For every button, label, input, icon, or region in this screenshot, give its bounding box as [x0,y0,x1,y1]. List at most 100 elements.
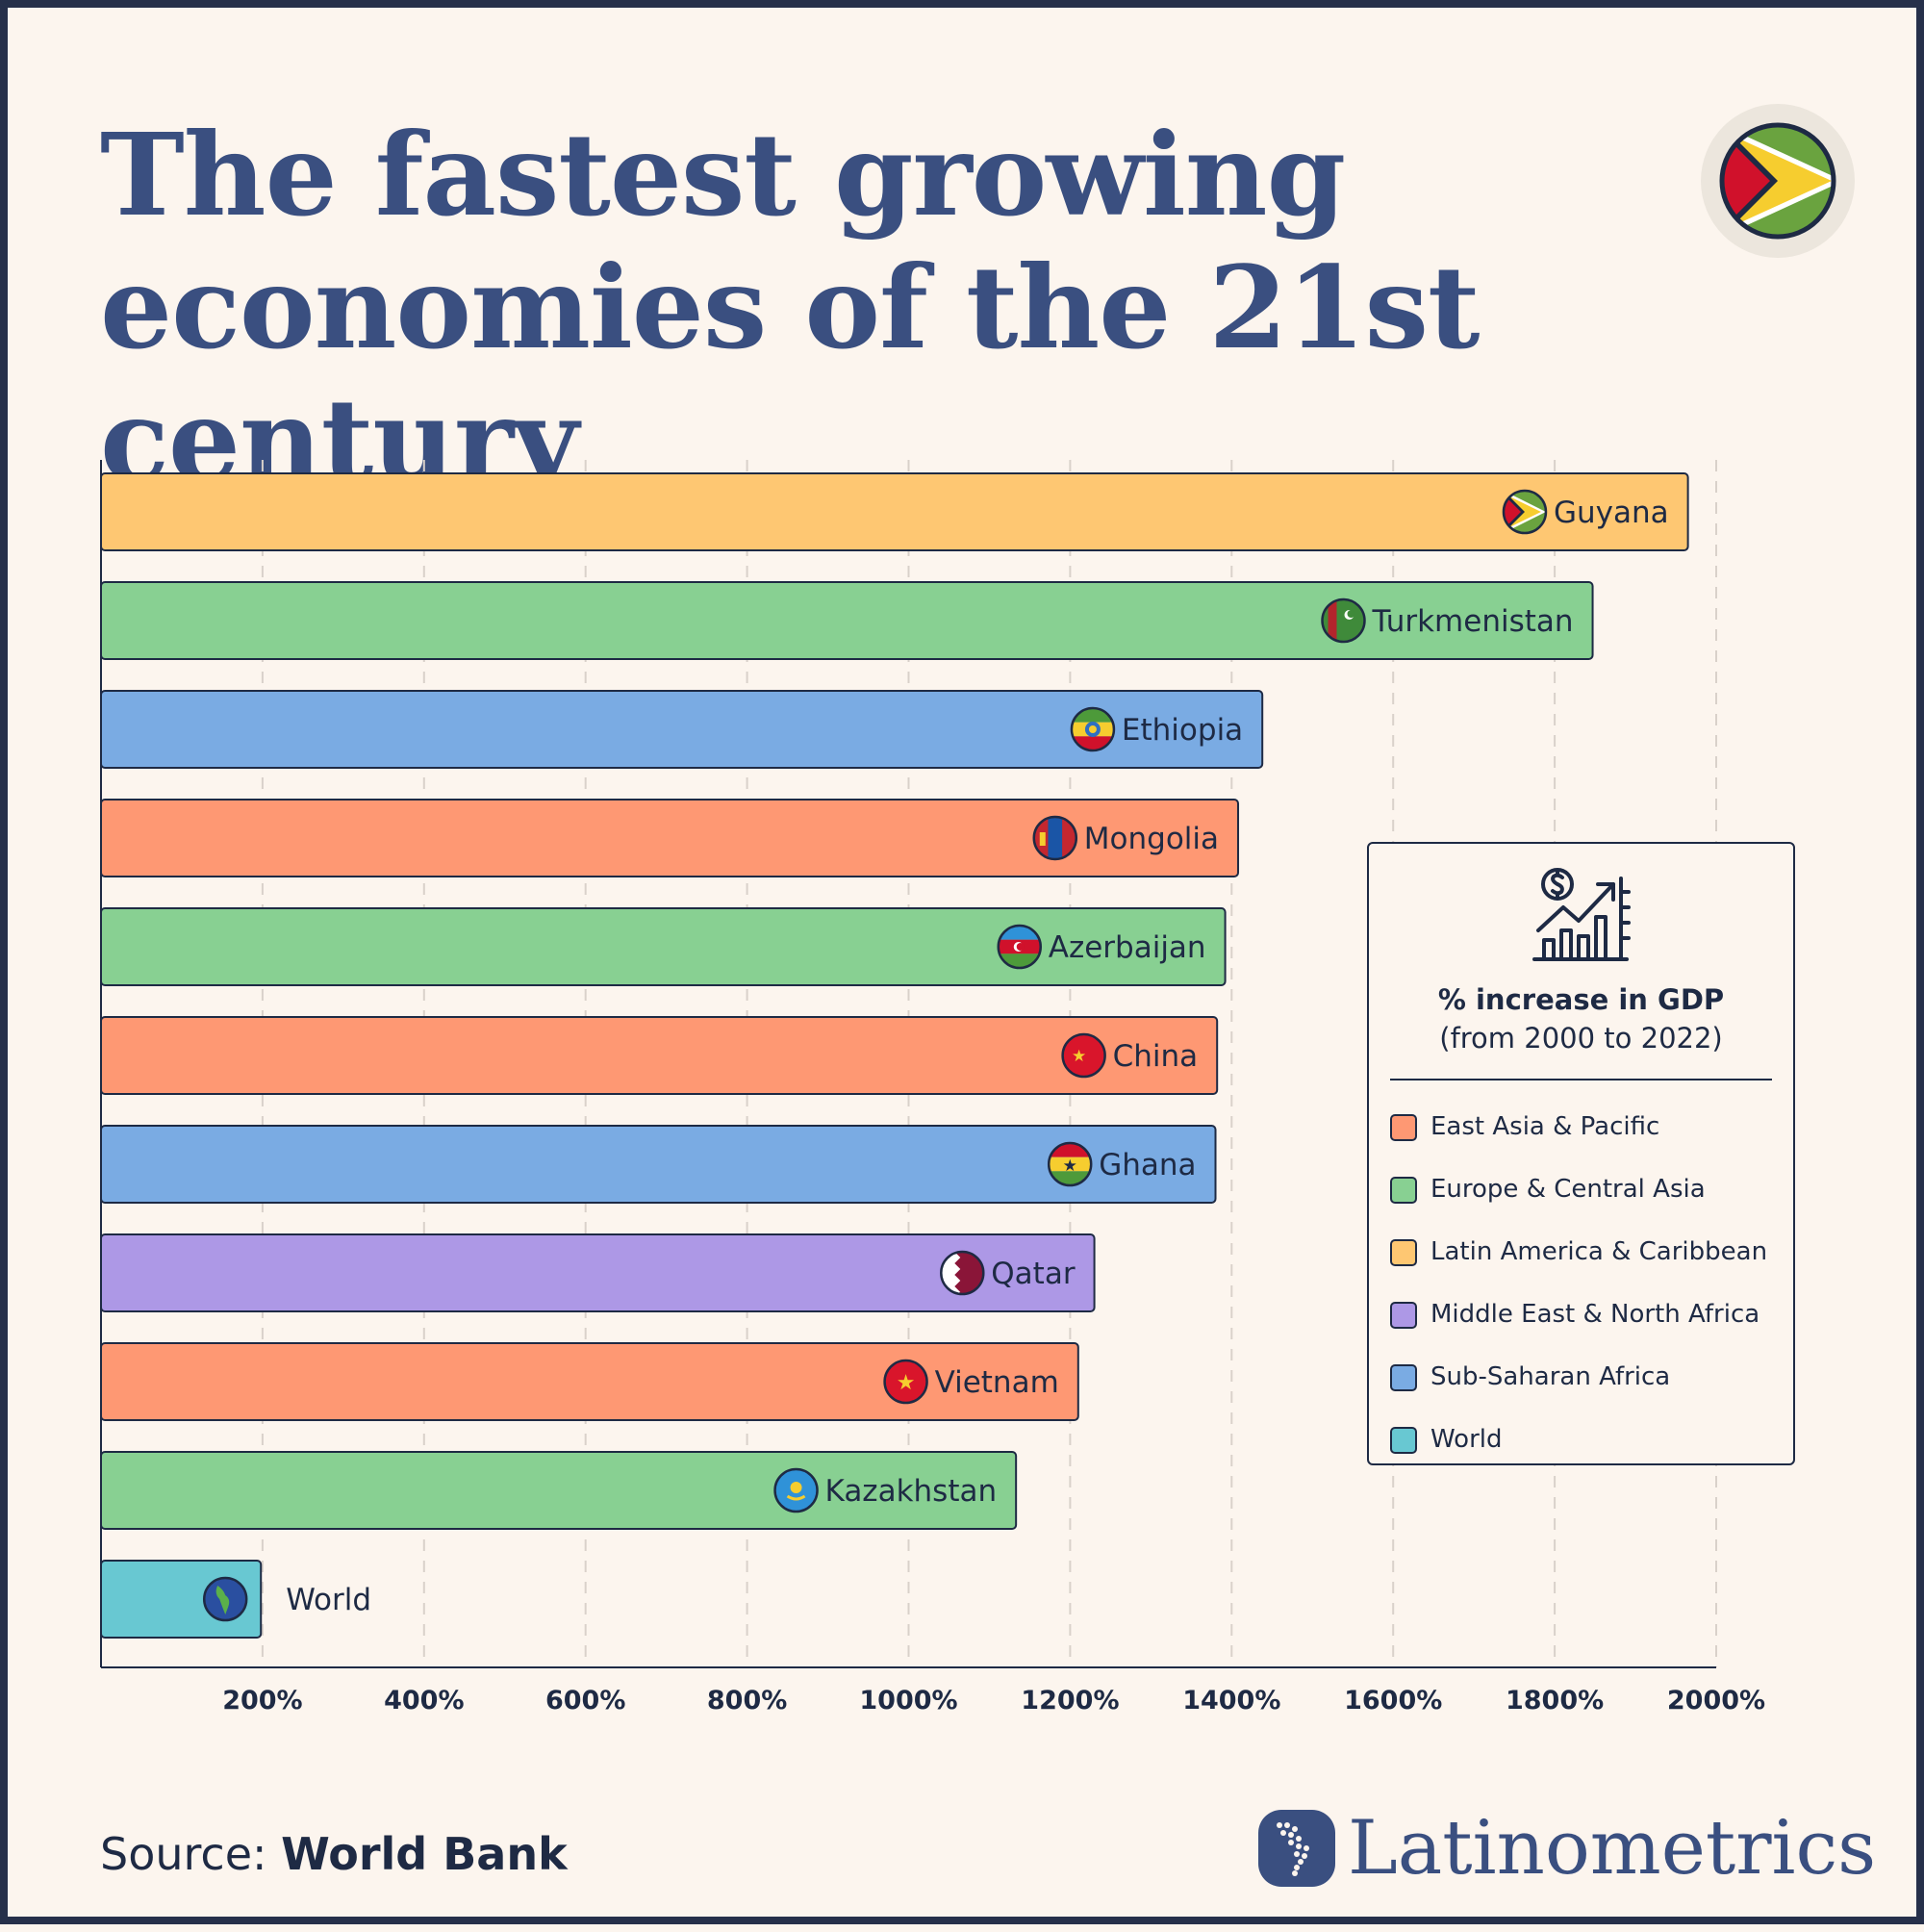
flag-part [1048,817,1063,859]
title-line-2: economies of the 21st century [100,241,1481,507]
flag-body [1033,817,1076,859]
bar [100,472,1689,551]
flag-outline [202,1576,248,1622]
ghana-flag-icon: ★ [1047,1141,1093,1187]
bar-label: Guyana [1554,496,1669,530]
flag-part [786,1494,806,1501]
legend-label: Latin America & Caribbean [1430,1237,1768,1266]
flag-part [1049,1157,1092,1172]
x-axis: 200% 400% 600% 800% 1000% 1200% 1400% 1600% 1800… [100,460,1765,1716]
flag-outline [940,1250,985,1296]
flag-outline [773,1467,819,1513]
flag-outline [883,1359,928,1405]
legend: % increase in GDP (from 2000 to 2022) Ea… [1367,842,1795,1465]
flag-part [1328,599,1337,642]
flag-body [941,1252,984,1294]
qatar-flag-icon [940,1250,985,1296]
bar-label: Ghana [1099,1148,1196,1182]
x-tick-label: 1200% [1021,1686,1119,1716]
flag-part [1016,943,1025,951]
bar-label: Azerbaijan [1049,930,1206,965]
page-title: The fastest growing economies of the 21s… [100,109,1916,507]
bar-label: Turkmenistan [1371,604,1573,639]
bar-label: Mongolia [1084,822,1219,856]
guyana-flag-icon [1701,104,1855,258]
flag-body [1503,491,1546,533]
flag-outline [1032,815,1078,861]
flag-body [774,1469,818,1512]
bars: Guyana Turkmenistan Ethiopia Mongolia Azerba… [100,472,1689,1639]
flag-part [941,1252,961,1294]
legend-label: Sub-Saharan Africa [1430,1362,1671,1391]
flag-part [884,1360,927,1403]
china-flag-icon: ★ [1061,1032,1106,1079]
bar-label: Vietnam [935,1365,1059,1400]
flag-outline [997,924,1042,970]
flag-part [1088,725,1097,733]
kazakhstan-flag-icon [773,1467,819,1513]
flag-body: ★ [1062,1034,1105,1077]
guyana-flag-icon [1502,489,1548,535]
brand-name: Latinometrics [1348,1805,1877,1892]
flag-part [1039,832,1046,846]
legend-swatch [1390,1364,1417,1391]
legend-label: Europe & Central Asia [1430,1175,1706,1204]
legend-title: % increase in GDP [1437,983,1725,1016]
growth-chart-icon [1532,868,1631,961]
source-prefix: Source: [100,1828,282,1880]
x-tick-label: 600% [545,1686,625,1716]
bar-label: Qatar [991,1257,1076,1291]
flag-star: ★ [897,1371,916,1395]
flag-star: ★ [1072,1047,1086,1066]
legend-label: World [1430,1425,1503,1454]
flag-outline [1061,1032,1106,1079]
legend-swatch [1390,1239,1417,1266]
legend-swatch [1390,1114,1417,1141]
flag-outline [1070,706,1116,752]
legend-label: Middle East & North Africa [1430,1300,1760,1329]
legend-label: East Asia & Pacific [1430,1112,1660,1141]
mongolia-flag-icon [1032,815,1078,861]
latinometrics-logo-icon [1258,1810,1335,1887]
flag-outline [1502,489,1548,535]
bar-label: China [1113,1039,1199,1074]
legend-subtitle: (from 2000 to 2022) [1439,1022,1723,1055]
flag-outline [1047,1141,1093,1187]
x-tick-label: 1400% [1182,1686,1280,1716]
x-tick-label: 2000% [1667,1686,1765,1716]
bar-label: World [286,1583,371,1617]
x-tick-label: 200% [222,1686,302,1716]
flag-body [1322,599,1365,642]
flag-part [1347,610,1355,618]
source-name: World Bank [281,1828,568,1880]
title-line-1: The fastest growing [100,108,1346,242]
bar-label: Ethiopia [1122,713,1243,748]
bar [100,1342,1079,1421]
flag-outline [1321,597,1366,644]
x-tick-label: 1000% [859,1686,957,1716]
azerbaijan-flag-icon [997,924,1042,970]
globe-icon [202,1576,248,1622]
legend-divider [1390,1079,1772,1080]
bar [100,1016,1219,1095]
x-tick-label: 1800% [1506,1686,1604,1716]
flag-part [1062,1034,1105,1077]
flag-body [204,1578,247,1620]
bar [100,581,1594,660]
turkmenistan-flag-icon [1321,597,1366,644]
flag-part [790,1482,802,1493]
flag-star: ★ [1063,1157,1077,1176]
x-tick-label: 1600% [1344,1686,1442,1716]
flag-part [215,1586,230,1614]
legend-swatch [1390,1427,1417,1454]
flag-body: ★ [884,1360,927,1403]
legend-swatch [1390,1302,1417,1329]
bar-label: Kazakhstan [825,1474,998,1509]
x-tick-label: 800% [707,1686,787,1716]
legend-swatch [1390,1177,1417,1204]
ethiopia-flag-icon [1070,706,1116,752]
source-credit: Source: World Bank [100,1828,568,1880]
vietnam-flag-icon: ★ [883,1359,928,1405]
gdp-growth-bar-chart: Guyana Turkmenistan Ethiopia Mongolia Azerba… [100,460,1765,1716]
